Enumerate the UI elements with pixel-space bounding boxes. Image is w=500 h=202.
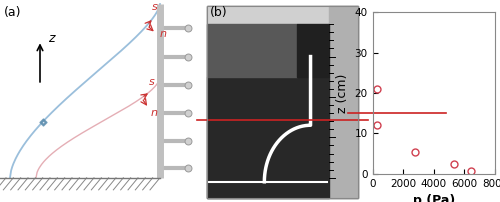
Bar: [206, 6, 358, 24]
Text: (a): (a): [4, 6, 21, 19]
Text: $z$: $z$: [48, 32, 57, 45]
Text: $s$: $s$: [151, 2, 158, 12]
Bar: [298, 24, 328, 77]
Bar: [328, 6, 358, 198]
Bar: [206, 77, 328, 198]
Text: $n$: $n$: [150, 108, 158, 118]
Text: $n$: $n$: [160, 29, 168, 39]
Text: (b): (b): [210, 6, 228, 19]
X-axis label: p (Pa): p (Pa): [412, 194, 455, 202]
Text: $s$: $s$: [148, 77, 156, 86]
Y-axis label: z (cm): z (cm): [336, 73, 349, 113]
Bar: [206, 24, 298, 77]
